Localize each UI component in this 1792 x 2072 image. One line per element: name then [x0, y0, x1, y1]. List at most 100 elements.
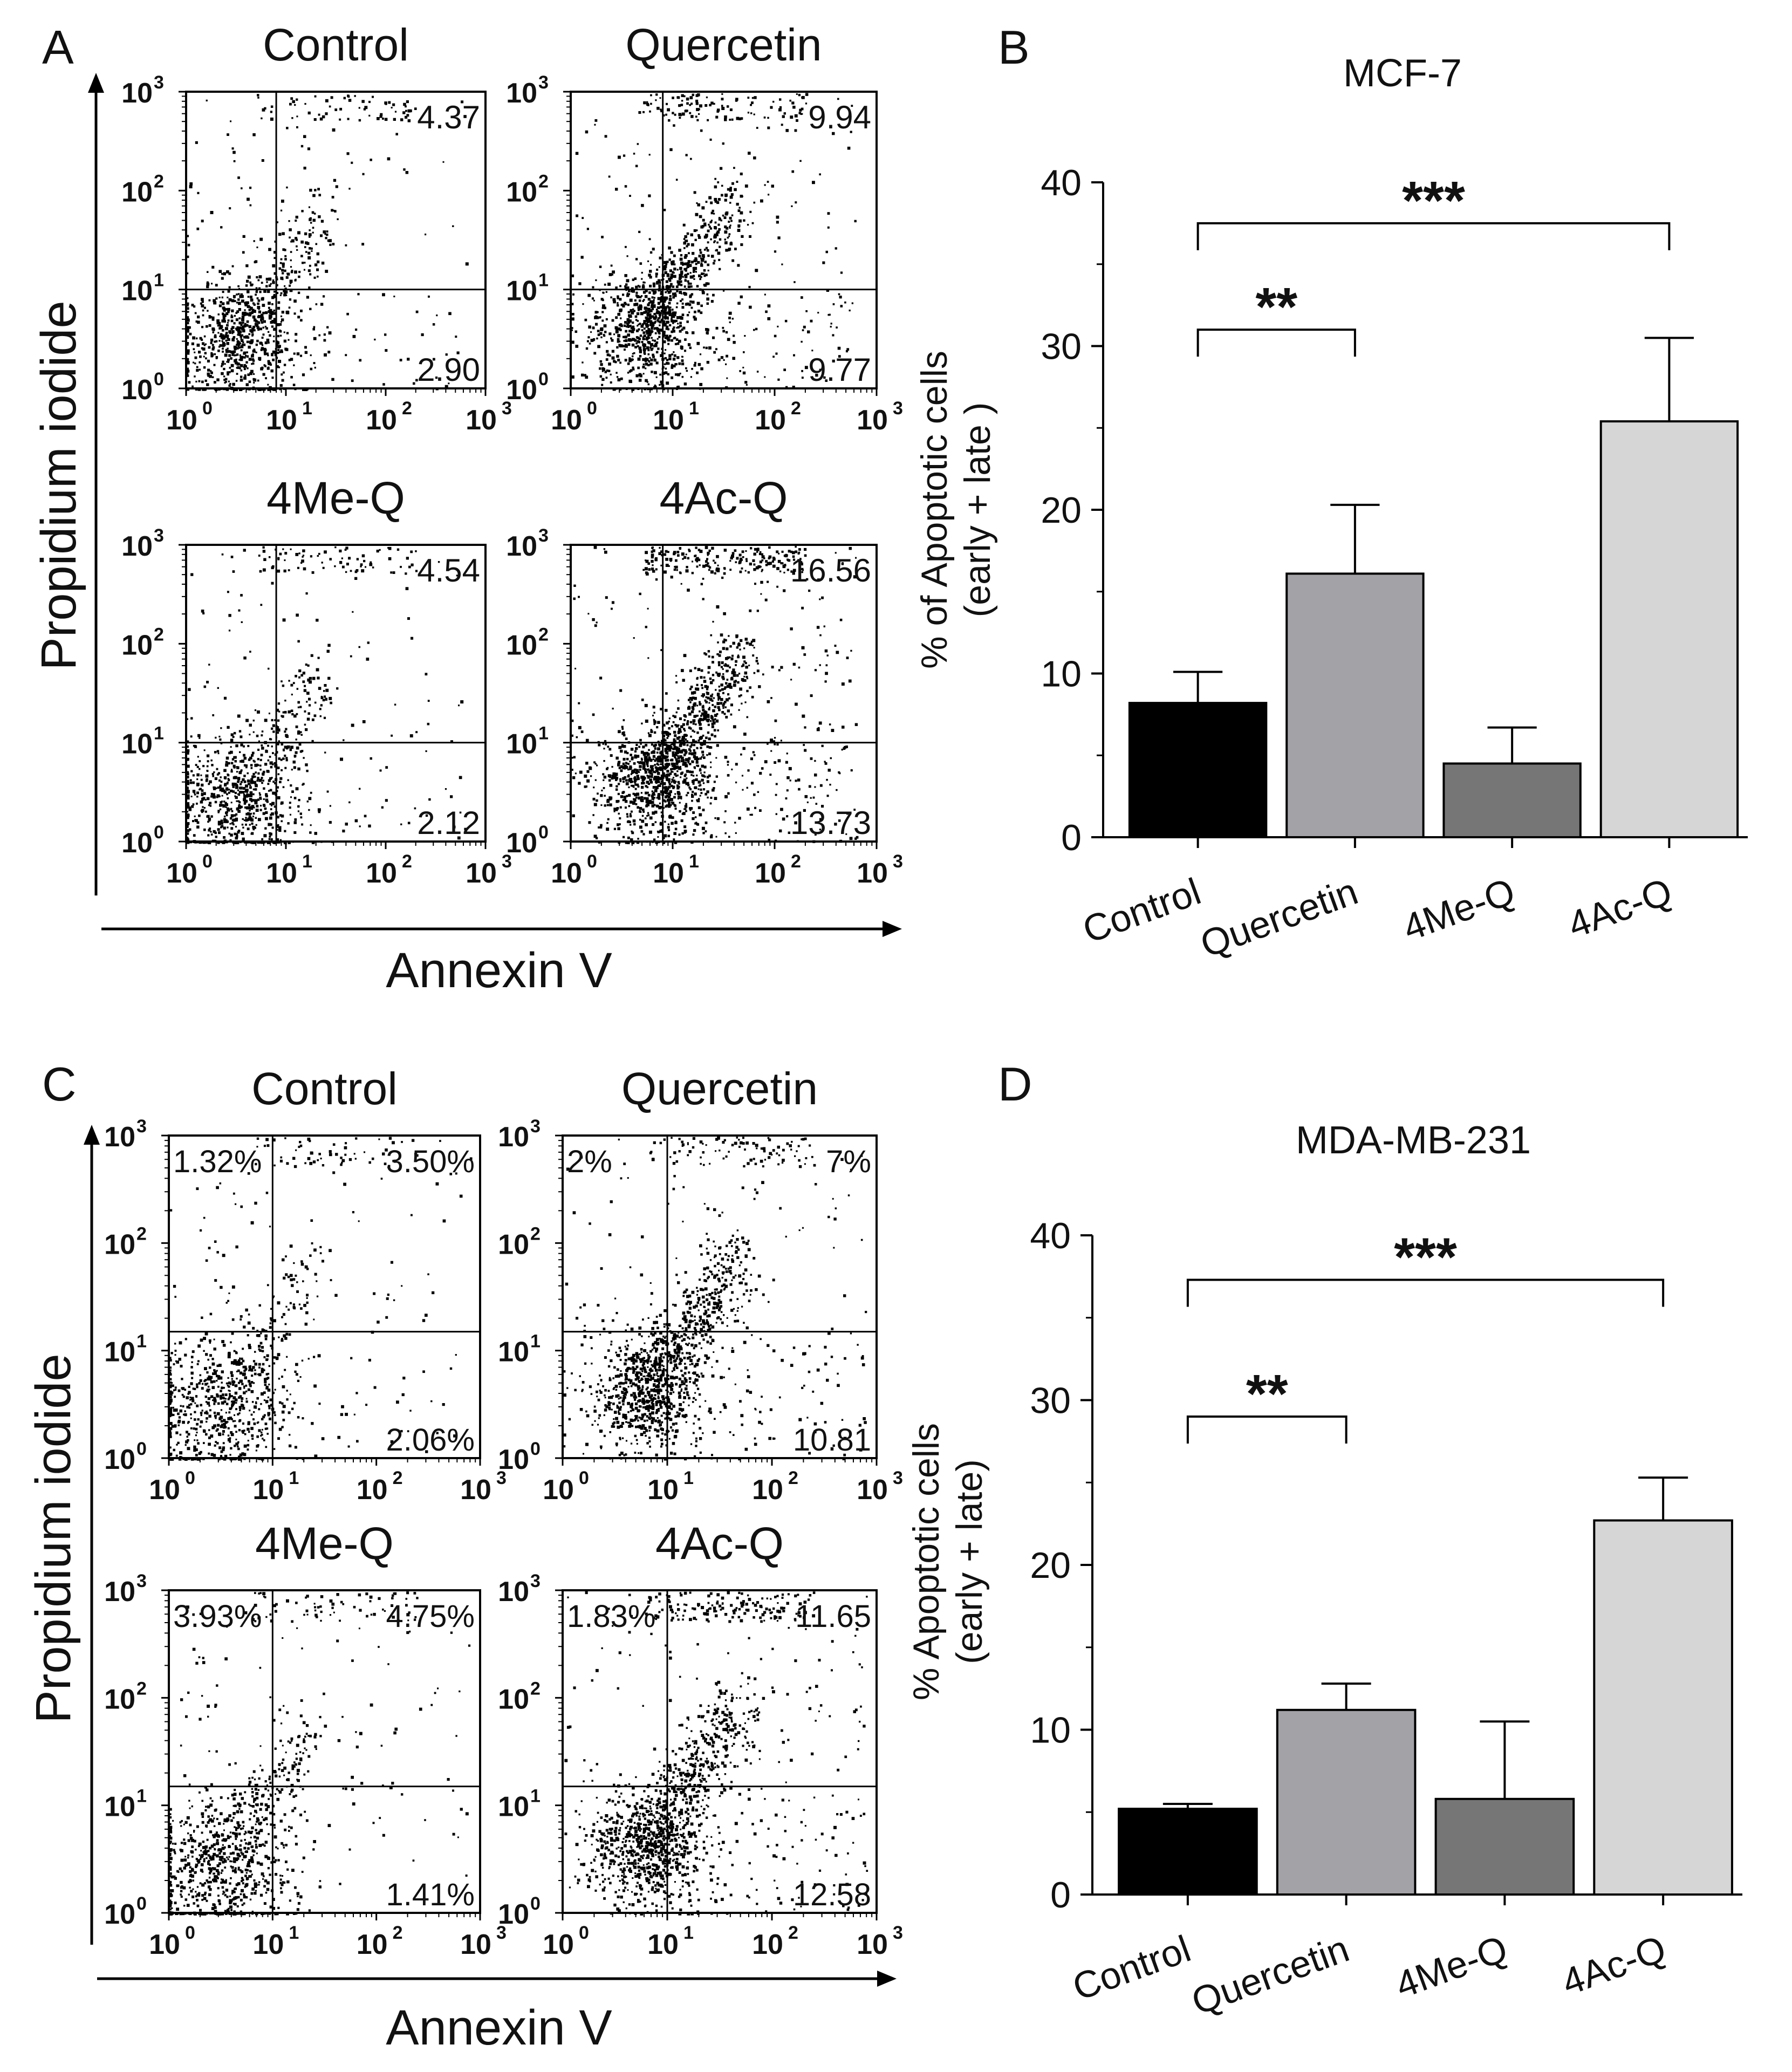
event-dot [279, 781, 282, 783]
event-dot [710, 733, 714, 736]
event-dot [750, 104, 752, 106]
event-dot [239, 295, 243, 298]
event-dot [764, 184, 766, 186]
event-dot [289, 289, 293, 292]
event-dot [794, 281, 796, 283]
event-dot [600, 824, 603, 827]
event-dot [243, 343, 246, 346]
event-dot [672, 765, 674, 767]
event-dot [640, 312, 644, 316]
event-dot [289, 279, 293, 283]
event-dot [256, 247, 258, 249]
event-dot [674, 311, 677, 314]
event-dot [264, 763, 268, 766]
event-dot [571, 329, 573, 331]
event-dot [748, 286, 751, 289]
event-dot [582, 361, 584, 364]
event-dot [741, 567, 743, 570]
event-dot [731, 259, 735, 262]
event-dot [708, 708, 710, 710]
event-dot [641, 699, 644, 701]
event-dot [444, 788, 447, 790]
event-dot [237, 807, 240, 810]
event-dot [666, 102, 668, 105]
event-dot [216, 319, 220, 323]
event-dot [600, 826, 603, 829]
event-dot [635, 165, 638, 167]
event-dot [284, 269, 286, 272]
event-dot [256, 779, 259, 782]
flow-plot-a-4me-q: 4Me-Q 4.54 2.12 10 010 010 110 110 210 210 310 3 [121, 473, 512, 889]
event-dot [662, 766, 666, 769]
event-dot [191, 304, 194, 306]
event-dot [655, 93, 658, 96]
event-dot [656, 776, 660, 779]
event-dot [285, 295, 288, 296]
event-dot [660, 292, 663, 296]
event-dot [262, 304, 265, 307]
event-dot [296, 352, 300, 355]
event-dot [729, 686, 733, 689]
event-dot [646, 781, 649, 784]
event-dot [700, 264, 703, 267]
event-dot [663, 837, 665, 839]
event-dot [623, 781, 625, 783]
event-dot [572, 814, 575, 817]
event-dot [734, 822, 736, 824]
event-dot [304, 232, 307, 236]
event-dot [325, 112, 328, 115]
event-dot [257, 758, 259, 761]
event-dot [624, 359, 627, 362]
event-dot [654, 776, 656, 778]
event-dot [623, 324, 626, 327]
event-dot [259, 794, 262, 796]
event-dot [236, 373, 238, 375]
event-dot [674, 294, 677, 297]
event-dot [284, 754, 286, 757]
event-dot [291, 790, 294, 793]
event-dot [755, 269, 758, 272]
event-dot [612, 270, 615, 274]
event-dot [596, 799, 598, 802]
event-dot [238, 801, 241, 804]
event-dot [253, 303, 256, 306]
event-dot [597, 330, 600, 332]
event-dot [728, 248, 731, 251]
event-dot [227, 322, 229, 324]
event-dot [257, 97, 259, 99]
event-dot [257, 94, 259, 97]
event-dot [681, 552, 685, 556]
event-dot [186, 302, 189, 305]
event-dot [192, 790, 196, 793]
event-dot [640, 761, 642, 763]
event-dot [658, 336, 661, 338]
event-dot [215, 736, 217, 739]
event-dot [637, 366, 640, 370]
flow-plot-frame [185, 91, 487, 389]
event-dot [283, 569, 286, 573]
event-dot [665, 564, 669, 567]
event-dot [699, 813, 702, 817]
event-dot [265, 327, 268, 330]
event-dot [646, 758, 649, 762]
y-tick-label-exponent: 0 [154, 822, 164, 843]
event-dot [665, 113, 667, 116]
event-dot [307, 269, 311, 272]
event-dot [250, 283, 253, 286]
event-dot [789, 99, 791, 102]
event-dot [608, 748, 612, 751]
event-dot [674, 363, 677, 366]
event-dot [785, 129, 789, 132]
event-dot [648, 154, 651, 156]
event-dot [725, 363, 727, 365]
event-dot [647, 801, 651, 804]
event-dot [724, 238, 726, 241]
event-dot [646, 101, 648, 103]
event-dot [753, 113, 755, 115]
event-dot [778, 108, 782, 112]
event-dot [700, 258, 704, 262]
event-dot [228, 361, 230, 363]
event-dot [634, 776, 636, 778]
event-dot [701, 206, 705, 210]
event-dot [232, 776, 236, 779]
